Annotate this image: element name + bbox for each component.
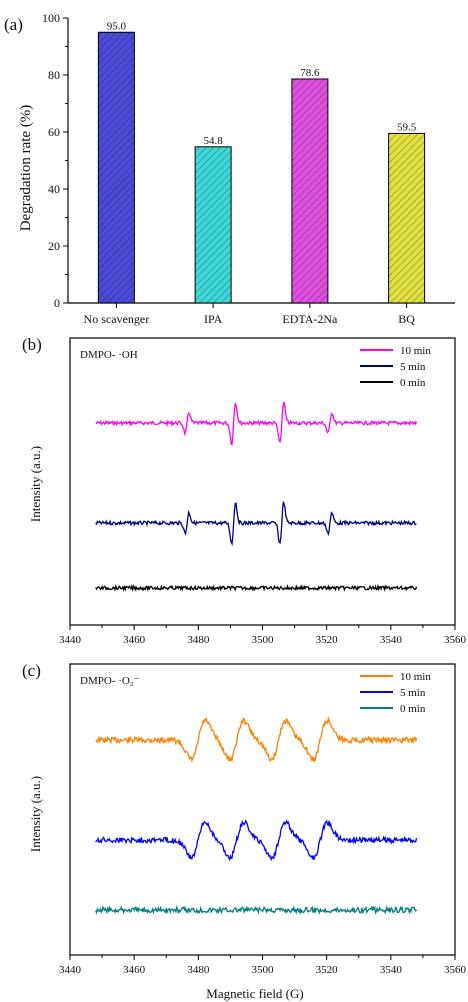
y-tick-label: 100: [42, 11, 60, 25]
bar-value-label: 59.5: [397, 121, 417, 133]
panel-b-axes: 3440 3460 3480 3500 3520 3540 3560: [59, 337, 467, 646]
panel-b-label: (b): [22, 335, 42, 354]
x-tick-label: 3460: [123, 634, 146, 646]
series-line: [95, 716, 418, 764]
y-tick-label: 80: [48, 68, 60, 82]
legend-label: 5 min: [400, 687, 426, 699]
x-tick-label: 3520: [316, 964, 339, 976]
series-line: [95, 819, 418, 862]
y-tick-label: 60: [48, 125, 60, 139]
x-tick-label: 3540: [380, 964, 403, 976]
panel-a-axes: 0 20 40 60 80 100 No scavenger IPA EDTA-2Na BQ: [42, 11, 455, 326]
x-tick-label: IPA: [204, 312, 223, 326]
legend-label: 0 min: [400, 703, 426, 715]
panel-c-line-chart: (c) DMPO- ·O₂⁻ Intensity (a.u.) Magnetic…: [22, 661, 467, 1001]
bar-value-label: 95.0: [107, 20, 127, 32]
panel-b-annotation: DMPO- ·OH: [80, 349, 138, 361]
bar: [291, 78, 329, 304]
panel-a-ylabel: Degradation rate (%): [18, 105, 34, 232]
x-tick-label: EDTA-2Na: [282, 312, 338, 326]
panel-c-ylabel: Intensity (a.u.): [28, 776, 43, 852]
panel-b-ylabel: Intensity (a.u.): [28, 446, 43, 522]
x-tick-label: 3540: [380, 634, 403, 646]
x-tick-label: BQ: [398, 312, 415, 326]
x-tick-label: 3440: [59, 634, 82, 646]
legend-label: 0 min: [400, 377, 426, 389]
panel-c-axes: 3440 3460 3480 3500 3520 3540 3560: [59, 663, 467, 976]
bar: [194, 146, 232, 304]
panel-c-annotation: DMPO- ·O₂⁻: [80, 675, 140, 687]
x-tick-label: 3500: [252, 634, 275, 646]
plot-frame: [69, 337, 456, 626]
panel-b-series: [95, 401, 418, 592]
panel-c-xlabel: Magnetic field (G): [206, 986, 303, 1001]
panel-a-label: (a): [4, 15, 23, 34]
panel-c-legend: 10 min 5 min 0 min: [360, 671, 431, 715]
panel-a-bar-chart: (a) Degradation rate (%) 0 20 40 60 80 100 No …: [4, 11, 455, 326]
x-tick-label: No scavenger: [84, 312, 150, 326]
panel-a-bars: 95.0 54.8 78.6 59.5: [97, 20, 426, 304]
x-tick-label: 3560: [444, 964, 467, 976]
series-line: [95, 904, 418, 916]
x-tick-label: 3500: [252, 964, 275, 976]
x-tick-label: 3440: [59, 964, 82, 976]
x-tick-label: 3520: [316, 634, 339, 646]
bar: [388, 132, 426, 304]
x-tick-label: 3460: [123, 964, 146, 976]
series-line: [95, 401, 418, 446]
legend-label: 10 min: [400, 671, 431, 683]
panel-c-series: [95, 716, 418, 916]
bar-value-label: 78.6: [300, 67, 320, 79]
series-line: [95, 583, 418, 592]
panel-b-legend: 10 min 5 min 0 min: [360, 345, 431, 389]
legend-label: 5 min: [400, 361, 426, 373]
y-tick-label: 40: [48, 182, 60, 196]
x-tick-label: 3560: [444, 634, 467, 646]
bar: [97, 31, 135, 304]
y-tick-label: 0: [54, 296, 60, 310]
x-tick-label: 3480: [187, 634, 210, 646]
panel-b-line-chart: (b) DMPO- ·OH Intensity (a.u.) 3440 3460 3…: [22, 335, 467, 646]
series-line: [95, 501, 417, 546]
legend-label: 10 min: [400, 345, 431, 357]
y-tick-label: 20: [48, 239, 60, 253]
panel-c-label: (c): [22, 661, 41, 680]
bar-value-label: 54.8: [204, 135, 224, 147]
x-tick-label: 3480: [187, 964, 210, 976]
